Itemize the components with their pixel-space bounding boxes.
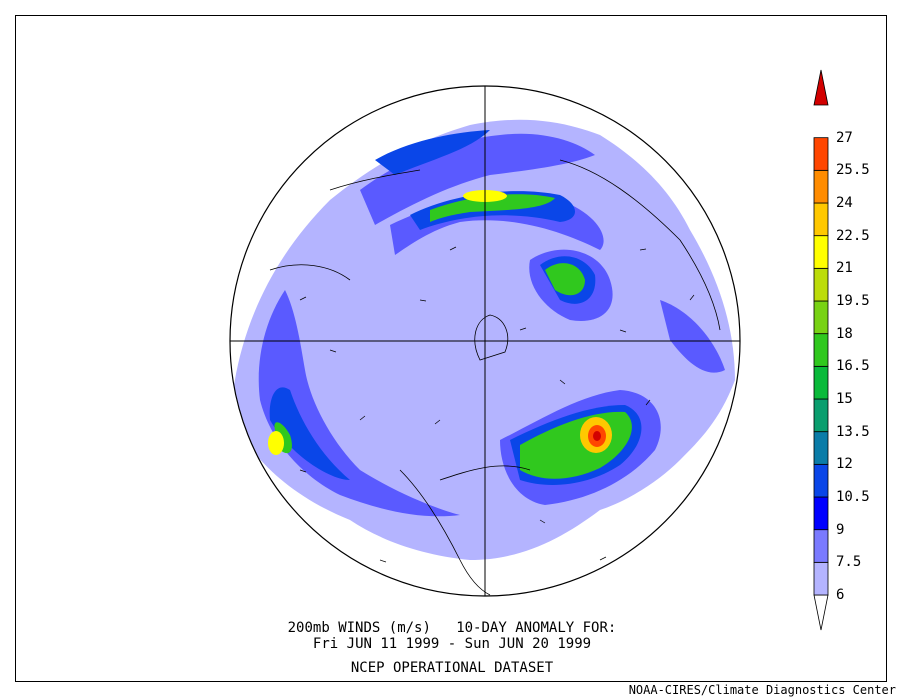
colorbar-segment [813, 463, 829, 498]
colorbar-tick-label: 9 [836, 521, 845, 538]
colorbar-tick-label: 19.5 [836, 293, 870, 309]
colorbar-top-arrow [813, 69, 829, 106]
map-title-line1: 200mb WINDS (m/s) 10-DAY ANOMALY FOR: [287, 620, 617, 636]
colorbar-tick-label: 12 [836, 456, 853, 473]
anomaly-field [232, 119, 735, 596]
colorbar-segment [813, 169, 829, 204]
plot-frame [15, 15, 887, 682]
colorbar-tick-label: 7.5 [836, 554, 862, 571]
colorbar-tick-label: 13.5 [836, 423, 870, 440]
colorbar-tick-label: 18 [836, 325, 853, 342]
colorbar-segment [813, 202, 829, 237]
colorbar-segment [813, 496, 829, 531]
colorbar-segment [813, 431, 829, 465]
colorbar-segment [813, 333, 829, 367]
colorbar-segment [813, 137, 829, 171]
colorbar-tick-label: 16.5 [836, 358, 870, 375]
colorbar-segment [813, 235, 829, 269]
colorbar-segment [813, 267, 829, 302]
colorbar-segment [813, 529, 829, 563]
map-title-line2: Fri JUN 11 1999 - Sun JUN 20 1999 [312, 636, 592, 652]
colorbar-tick-label: 22.5 [836, 227, 870, 244]
credit-label: NOAA-CIRES/Climate Diagnostics Center [628, 683, 896, 697]
colorbar-segment [813, 561, 829, 596]
colorbar-tick-label: 6 [836, 587, 845, 603]
dataset-label: NCEP OPERATIONAL DATASET [350, 660, 554, 676]
colorbar [813, 69, 829, 631]
colorbar-segment [813, 300, 829, 335]
colorbar-tick-label: 21 [836, 260, 853, 277]
colorbar-tick-label: 24 [836, 195, 853, 211]
colorbar-segment [813, 398, 829, 433]
colorbar-segment [813, 365, 829, 400]
colorbar-tick-label: 10.5 [836, 489, 870, 505]
colorbar-tick-label: 25.5 [836, 162, 870, 179]
colorbar-tick-label: 27 [836, 129, 853, 146]
colorbar-tick-label: 15 [836, 391, 853, 407]
